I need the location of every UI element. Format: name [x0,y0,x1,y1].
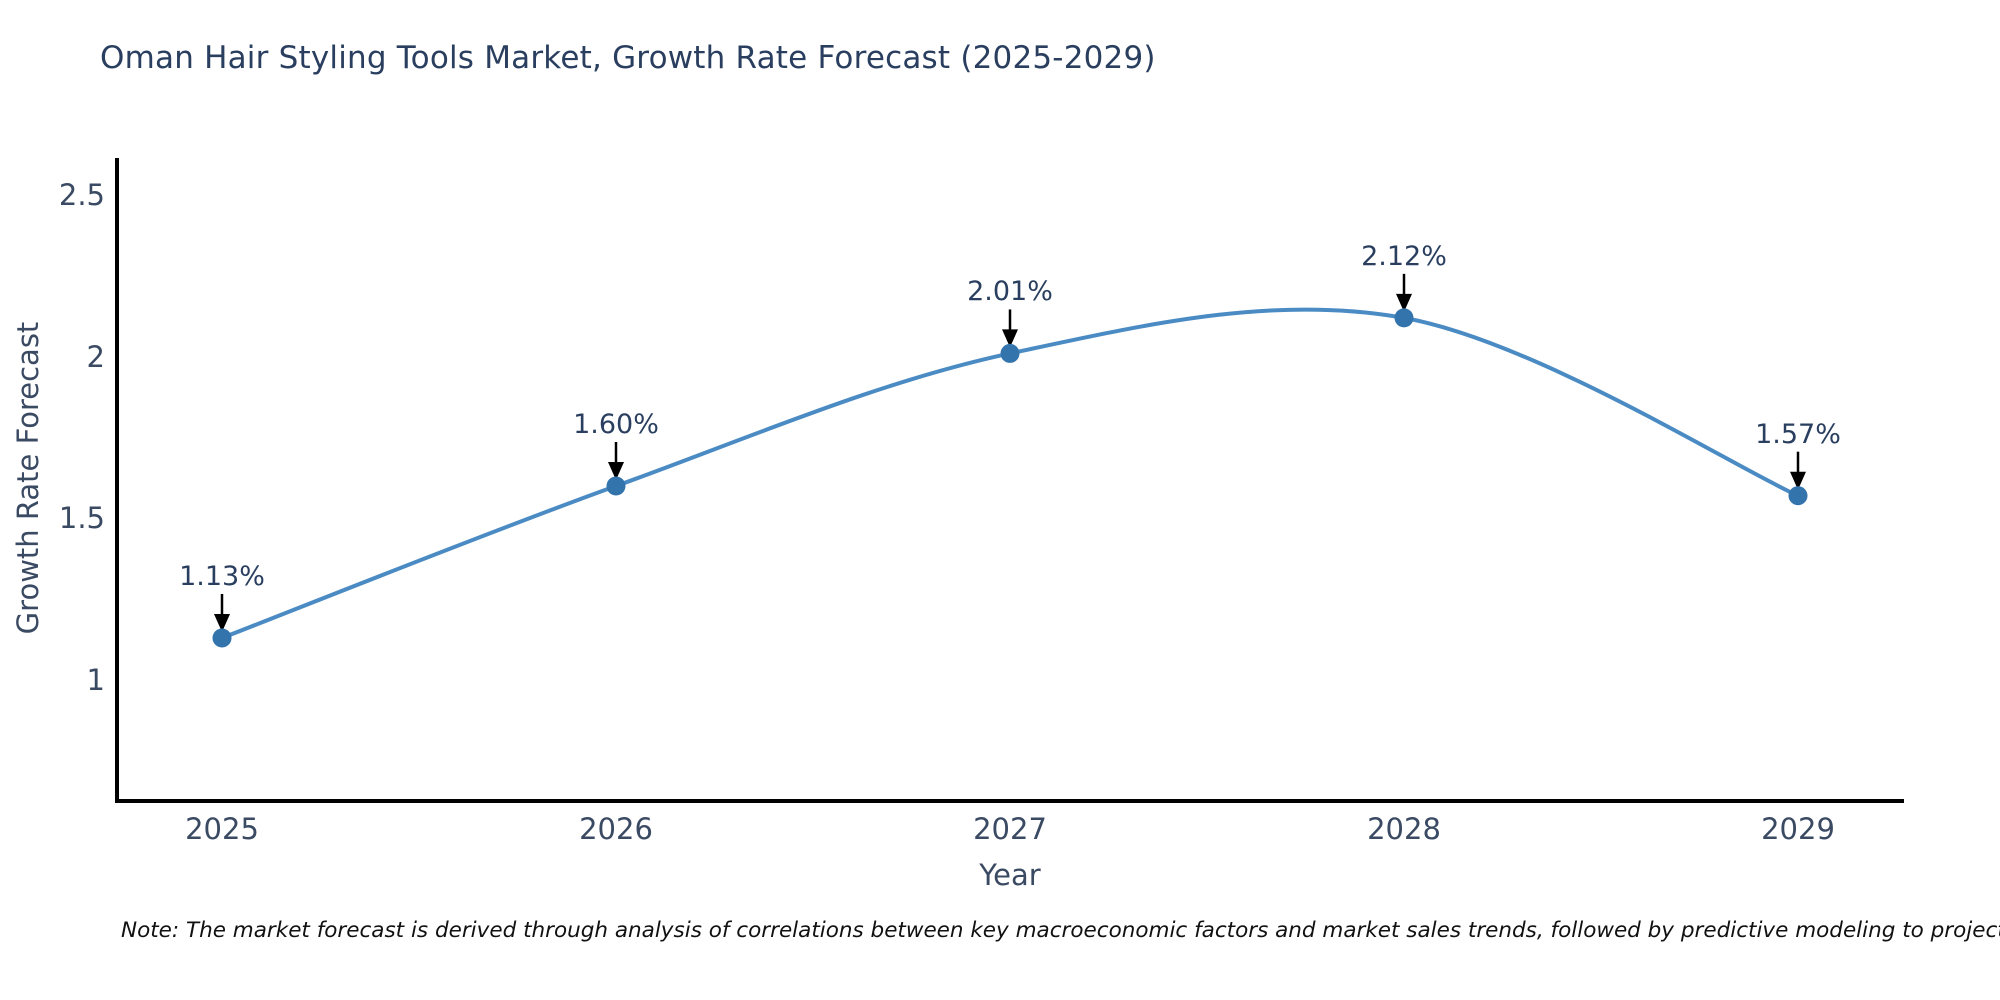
annotation-arrowhead [1002,329,1018,348]
annotation-arrowhead [1790,471,1806,490]
x-tick-label: 2029 [1761,812,1835,846]
y-tick-label: 1.5 [58,501,105,536]
data-point-marker [1000,343,1020,363]
annotation-arrowhead [1396,293,1412,312]
point-annotation: 1.60% [573,409,659,440]
point-annotation: 1.57% [1755,418,1841,450]
annotation-arrowhead [608,462,624,481]
point-annotation: 1.13% [179,560,265,592]
y-tick-label: 1 [86,663,105,697]
data-point-marker [1788,486,1808,506]
data-point-marker [606,476,626,496]
x-tick-label: 2028 [1367,812,1441,846]
chart-title: Oman Hair Styling Tools Market, Growth R… [100,40,1156,76]
footnote: Note: The market forecast is derived thr… [121,918,2000,943]
point-annotation: 2.01% [967,276,1053,308]
annotation-arrowhead [214,613,230,632]
y-tick-label: 2.5 [58,178,105,212]
y-axis-title: Growth Rate Forecast [11,321,45,635]
x-tick-label: 2027 [973,812,1047,846]
x-tick-label: 2026 [579,812,653,846]
point-annotation: 2.12% [1361,240,1447,272]
x-axis-title: Year [979,858,1041,892]
x-tick-label: 2025 [185,812,259,846]
y-tick-label: 2 [86,339,105,374]
data-point-marker [1394,308,1414,328]
data-point-marker [212,628,232,648]
